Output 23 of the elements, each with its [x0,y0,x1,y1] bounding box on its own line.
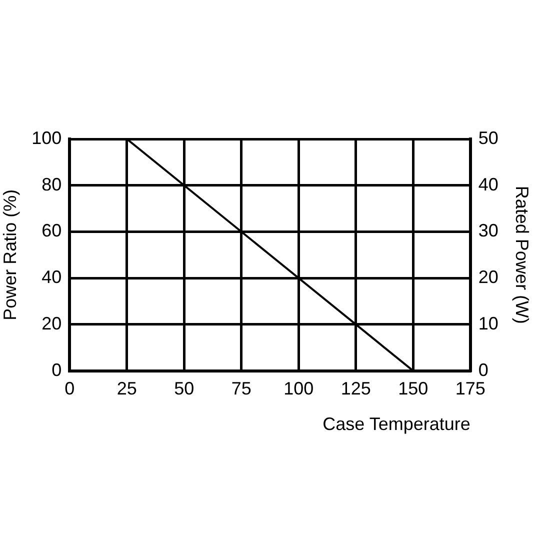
x-tick-label: 150 [398,378,428,399]
x-tick-label: 100 [284,378,314,399]
y2-tick-label: 50 [478,128,498,148]
x-tick-label: 50 [174,378,194,399]
x-tick-label: 0 [64,378,75,399]
y2-axis-title: Rated Power (W) [512,186,532,324]
x-tick-label: 25 [116,378,137,399]
y-tick-label: 60 [42,220,62,241]
y-tick-label: 100 [32,128,62,148]
y2-tick-label: 10 [478,313,498,334]
y-tick-label: 80 [42,174,62,194]
y2-tick-label: 30 [478,220,498,241]
x-tick-label: 175 [455,378,486,399]
x-tick-label: 125 [340,378,371,399]
y-tick-label: 0 [52,360,62,380]
y-tick-label: 40 [42,267,62,288]
x-axis-title: Case Temperature [322,414,470,434]
y-axis-title: Power Ratio (%) [0,189,20,320]
y-tick-label: 20 [42,313,62,334]
y2-tick-label: 0 [478,360,488,380]
y2-tick-label: 20 [478,267,498,288]
x-tick-label: 75 [231,378,252,399]
y2-tick-label: 40 [478,174,498,194]
